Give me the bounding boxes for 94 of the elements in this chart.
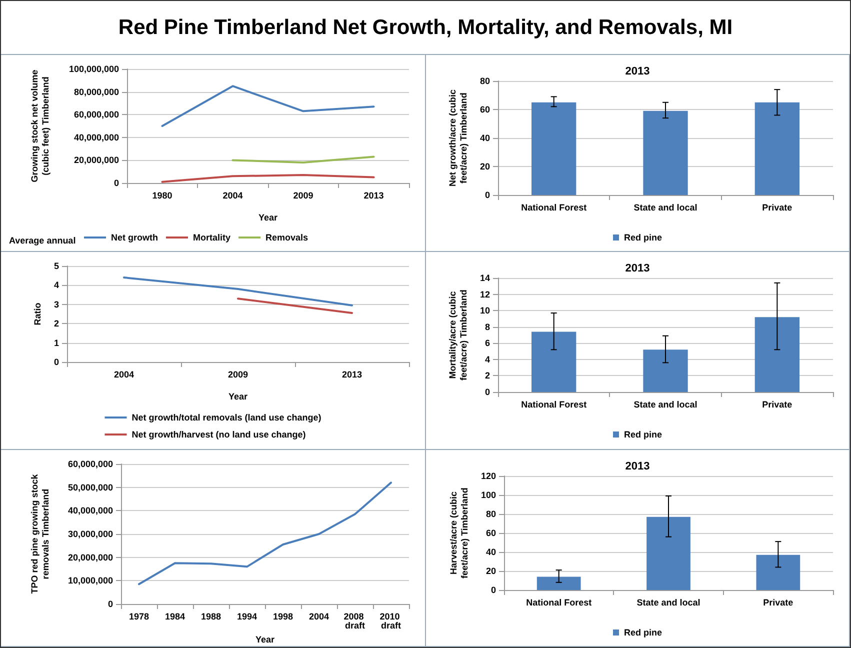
y-tick-label: 3 <box>54 300 59 310</box>
y-tick-label: 2 <box>484 371 490 382</box>
y-tick-label: 40 <box>486 546 496 557</box>
y-tick-label: 10,000,000 <box>68 575 113 586</box>
legend-label: Mortality <box>192 232 231 242</box>
x-axis-title: Year <box>228 392 248 402</box>
y-tick-label: 0 <box>490 584 496 595</box>
y-tick-label: 60 <box>480 104 490 114</box>
y-tick-label: 6 <box>484 338 490 348</box>
x-tick-label: 2004 <box>308 611 330 622</box>
text: Red Pine Timberland Net Growth, Mortality, and Removals, MI <box>118 16 733 40</box>
line-series <box>138 481 392 585</box>
x-tick-label: 2013 <box>342 370 362 380</box>
y-tick-label: 20,000,000 <box>74 155 119 166</box>
y-axis-title: Net growth/acre (cubic feet/acre) Timberland <box>448 89 469 187</box>
chart-title: 2013 <box>625 460 650 472</box>
y-axis-title: TPO red pine growing stock removals Timberland <box>30 472 50 594</box>
y-tick-label: 40,000,000 <box>68 505 113 516</box>
y-tick-label: 40,000,000 <box>74 132 119 142</box>
y-axis-title: Harvest/acre (cubic feet/acre) Timberland <box>448 487 470 578</box>
legend-label: Removals <box>266 232 308 242</box>
y-tick-label: 10 <box>480 306 490 316</box>
y-tick-label: 14 <box>480 273 490 284</box>
y-tick-label: 80 <box>486 508 496 519</box>
x-tick-label: 2009 <box>228 370 248 380</box>
y-tick-label: 100,000,000 <box>68 64 119 74</box>
y-tick-label: 80,000,000 <box>74 86 119 97</box>
x-tick-label: 1988 <box>200 611 222 622</box>
x-tick-label: State and local <box>634 202 698 212</box>
bar <box>646 516 690 590</box>
y-tick-label: 50,000,000 <box>68 482 113 492</box>
legend-title: Average annual <box>9 236 76 246</box>
y-tick-label: 0 <box>108 598 113 609</box>
y-tick-label: 100 <box>480 490 496 500</box>
y-tick-label: 0 <box>484 387 490 398</box>
legend-label: Red pine <box>624 627 662 638</box>
legend-label: Red pine <box>624 232 662 242</box>
y-tick-label: 0 <box>54 357 59 368</box>
y-tick-label: 60 <box>486 528 496 538</box>
x-tick-label: 2010 draft <box>380 611 402 630</box>
y-tick-label: 4 <box>484 354 490 365</box>
x-tick-label: 2004 <box>222 190 243 200</box>
y-tick-label: 20,000,000 <box>68 552 113 562</box>
y-tick-label: 2 <box>54 318 59 329</box>
bar <box>756 554 800 590</box>
y-tick-label: 12 <box>480 290 490 300</box>
y-tick-label: 0 <box>114 178 119 188</box>
x-tick-label: 2008 draft <box>344 611 366 630</box>
line-series <box>161 174 375 183</box>
legend-label: Red pine <box>624 430 662 440</box>
x-tick-label: Private <box>762 400 792 410</box>
bar <box>532 332 576 392</box>
y-axis-title: Growing stock net volume (cubic feet) Timberland <box>30 70 50 182</box>
y-axis-title: Ratio <box>32 302 43 326</box>
legend-label: Net growth/total removals (land use change) <box>132 412 322 423</box>
chart-title: 2013 <box>625 262 650 275</box>
x-axis-title: Year <box>255 634 275 644</box>
x-tick-label: Private <box>763 597 794 608</box>
x-tick-label: Private <box>762 202 792 212</box>
y-axis-title: Mortality/acre (cubic feet/acre) Timberland <box>448 290 469 381</box>
y-tick-label: 60,000,000 <box>74 110 119 120</box>
x-tick-label: State and local <box>636 597 700 608</box>
bar <box>754 317 800 392</box>
x-tick-label: 1980 <box>152 190 172 200</box>
legend-label: Net growth <box>111 232 158 242</box>
x-tick-label: 2009 <box>293 190 314 200</box>
y-tick-label: 20 <box>480 162 490 172</box>
x-axis-title: Year <box>258 212 278 222</box>
y-tick-label: 120 <box>480 470 496 481</box>
y-tick-label: 40 <box>480 133 490 143</box>
y-tick-label: 5 <box>54 261 59 272</box>
y-tick-label: 20 <box>486 566 496 576</box>
y-tick-label: 80 <box>480 76 490 86</box>
x-tick-label: 2013 <box>364 190 384 200</box>
y-tick-label: 0 <box>484 190 490 200</box>
x-tick-label: National Forest <box>526 597 592 608</box>
x-tick-label: 1984 <box>164 611 186 622</box>
bar <box>536 576 581 590</box>
chart-title: 2013 <box>625 66 650 78</box>
y-tick-label: 60,000,000 <box>68 458 113 469</box>
x-tick-label: State and local <box>634 400 698 410</box>
x-tick-label: 1994 <box>236 611 258 622</box>
x-tick-label: 2004 <box>114 370 134 380</box>
bar <box>643 350 688 392</box>
legend-label: Net growth/harvest (no land use change) <box>132 430 306 440</box>
line-series <box>161 85 375 127</box>
x-tick-label: 1978 <box>128 611 150 622</box>
x-tick-label: National Forest <box>521 202 587 212</box>
y-tick-label: 1 <box>54 338 59 348</box>
y-tick-label: 4 <box>54 280 59 291</box>
x-tick-label: 1998 <box>272 611 294 622</box>
x-tick-label: National Forest <box>521 400 587 410</box>
y-tick-label: 30,000,000 <box>68 528 113 539</box>
y-tick-label: 8 <box>484 322 490 332</box>
